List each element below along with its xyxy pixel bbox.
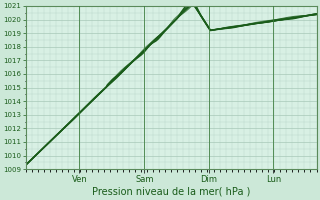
X-axis label: Pression niveau de la mer( hPa ): Pression niveau de la mer( hPa ) [92,187,250,197]
